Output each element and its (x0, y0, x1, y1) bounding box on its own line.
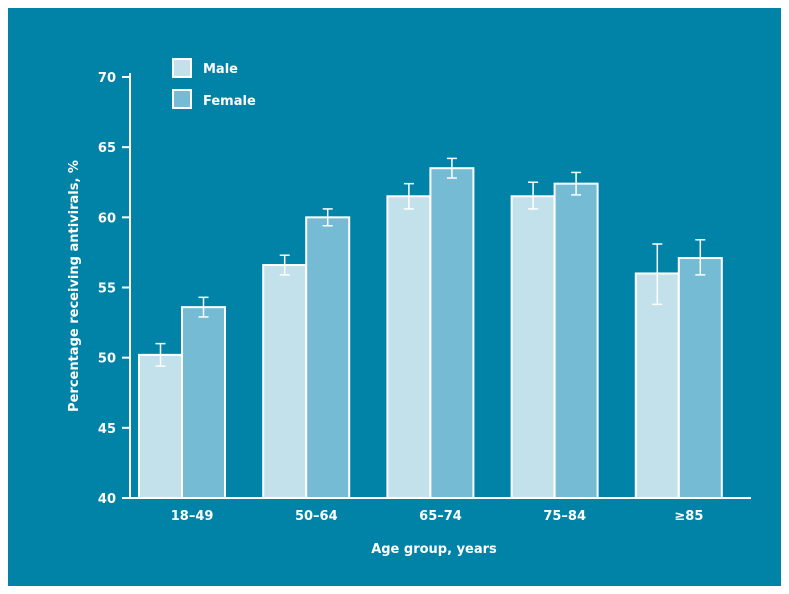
x-tick-label-4: 75–84 (543, 509, 586, 524)
bar-chart: Male Female 40 45 50 55 60 65 70 18–49 50–64 65–7… (67, 58, 751, 557)
bar-female-5 (677, 257, 723, 499)
y-tick-label-55: 55 (98, 282, 116, 297)
x-tick-label-3: 65–74 (419, 509, 462, 524)
legend-swatch-female (172, 89, 192, 109)
bar-male-2 (262, 264, 308, 499)
x-tick-label-5: ≥85 (674, 509, 703, 524)
bar-male-5 (634, 272, 680, 500)
legend-label-male: Male (203, 62, 238, 77)
bar-male-4 (510, 195, 556, 500)
bar-female-2 (305, 216, 351, 499)
legend-label-female: Female (203, 94, 256, 109)
y-tick-label-60: 60 (98, 211, 116, 226)
bar-male-1 (138, 353, 183, 499)
bar-female-3 (429, 167, 475, 499)
x-tick-label-1: 18–49 (171, 509, 214, 524)
axes-group: 40 45 50 55 60 65 70 18–49 50–64 65–74 75–84 ≥85 (98, 71, 751, 524)
bar-female-4 (553, 182, 599, 500)
y-tick-label-40: 40 (98, 492, 116, 507)
bar-female-1 (181, 306, 226, 499)
y-tick-label-45: 45 (98, 422, 116, 437)
y-tick-label-50: 50 (98, 352, 116, 367)
y-tick-label-65: 65 (98, 141, 116, 156)
legend: Male Female (172, 58, 256, 109)
y-tick-label-70: 70 (98, 71, 116, 86)
error-bars-group (155, 157, 706, 367)
x-tick-label-2: 50–64 (295, 509, 338, 524)
chart-panel: Male Female 40 45 50 55 60 65 70 18–49 50–64 65–7… (8, 8, 781, 586)
legend-swatch-male (172, 58, 192, 78)
bars-group (138, 167, 723, 500)
x-axis-title: Age group, years (371, 542, 497, 557)
y-axis-title: Percentage receiving antivirals, % (67, 160, 82, 412)
bar-male-3 (386, 195, 432, 500)
